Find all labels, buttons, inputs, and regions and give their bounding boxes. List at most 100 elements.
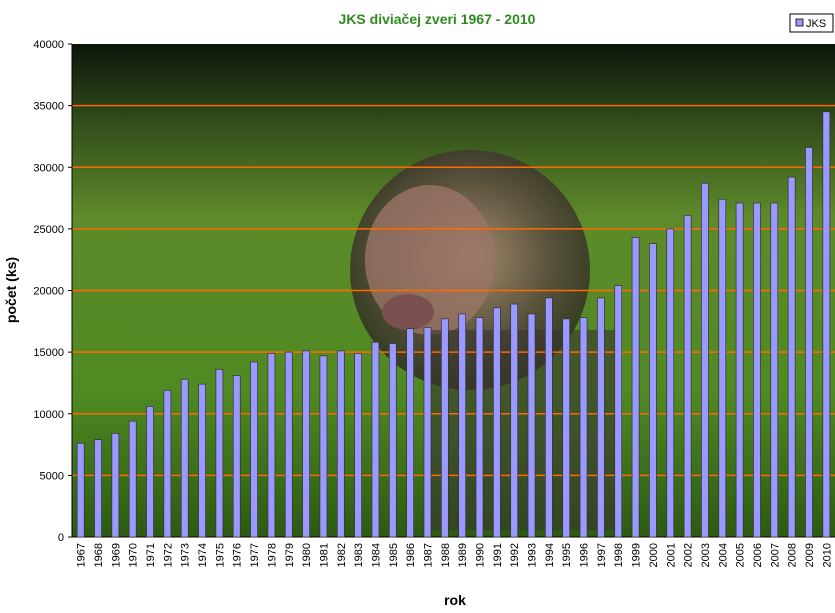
bar	[250, 361, 258, 538]
y-tick-label: 40000	[33, 39, 64, 51]
bar	[475, 317, 484, 538]
bar	[198, 383, 206, 538]
bar	[805, 147, 813, 538]
bar	[354, 353, 362, 538]
x-tick-label: 1976	[232, 543, 244, 567]
bar	[545, 297, 553, 538]
chart-title: JKS diviačej zveri 1967 - 2010	[339, 11, 536, 27]
bar	[180, 378, 189, 538]
x-tick-label: 2001	[665, 543, 677, 567]
bar	[683, 214, 692, 538]
legend-swatch	[795, 18, 804, 27]
x-tick-label: 2003	[700, 543, 712, 567]
bar	[94, 439, 102, 538]
bar	[562, 318, 571, 538]
x-tick-label: 1995	[561, 543, 573, 567]
y-tick-label: 0	[58, 532, 64, 544]
bar	[284, 351, 293, 538]
bar	[493, 307, 501, 538]
y-tick-label: 10000	[33, 409, 64, 421]
x-tick-label: 1986	[405, 543, 417, 567]
x-tick-label: 1999	[631, 543, 643, 567]
legend-label: JKS	[806, 18, 826, 30]
bar	[302, 350, 310, 538]
bar	[319, 355, 328, 538]
y-axis-title: počet (ks)	[3, 257, 19, 323]
x-tick-label: 1981	[318, 543, 330, 567]
bar	[701, 182, 709, 538]
bar	[336, 350, 345, 538]
x-tick-label: 1972	[162, 543, 174, 567]
bar	[76, 442, 85, 538]
x-tick-label: 1993	[527, 543, 539, 567]
bar	[822, 111, 831, 538]
y-tick-label: 35000	[33, 101, 64, 113]
x-tick-label: 1987	[422, 543, 434, 567]
bar	[163, 389, 172, 538]
x-tick-label: 2002	[683, 543, 695, 567]
x-axis-title: rok	[444, 592, 466, 608]
bar	[787, 176, 796, 538]
x-tick-label: 2006	[752, 543, 764, 567]
x-tick-label: 1969	[110, 543, 122, 567]
x-tick-label: 1989	[457, 543, 469, 567]
bar	[371, 341, 380, 538]
x-tick-label: 1979	[284, 543, 296, 567]
x-tick-label: 1984	[370, 543, 382, 567]
bar	[128, 420, 137, 538]
y-tick-label: 25000	[33, 224, 64, 236]
x-tick-label: 1974	[197, 543, 209, 567]
x-tick-label: 1991	[492, 543, 504, 567]
x-tick-label: 1982	[336, 543, 348, 567]
x-tick-label: 1970	[128, 543, 140, 567]
bar	[735, 202, 744, 538]
bar	[753, 202, 761, 538]
bar	[111, 433, 120, 538]
x-tick-label: 1994	[544, 543, 556, 567]
x-tick-label: 2005	[735, 543, 747, 567]
x-tick-label: 1973	[180, 543, 192, 567]
x-tick-label: 2010	[821, 543, 833, 567]
x-tick-label: 1980	[301, 543, 313, 567]
x-tick-label: 1967	[76, 543, 88, 567]
y-tick-label: 5000	[40, 470, 64, 482]
x-tick-label: 1996	[579, 543, 591, 567]
x-tick-label: 1968	[93, 543, 105, 567]
x-tick-label: 1992	[509, 543, 521, 567]
bar	[440, 318, 449, 538]
x-tick-label: 2004	[717, 543, 729, 567]
x-tick-label: 1975	[214, 543, 226, 567]
x-tick-label: 1997	[596, 543, 608, 567]
x-tick-label: 1983	[353, 543, 365, 567]
x-tick-label: 2000	[648, 543, 660, 567]
bar	[215, 369, 224, 538]
y-tick-label: 15000	[33, 347, 64, 359]
bar	[406, 328, 414, 538]
x-tick-label: 1990	[475, 543, 487, 567]
x-tick-label: 1998	[613, 543, 625, 567]
bar	[458, 313, 467, 538]
bar	[649, 243, 657, 538]
bar	[770, 202, 779, 538]
x-tick-label: 2009	[804, 543, 816, 567]
legend: JKS	[789, 13, 834, 33]
y-tick-label: 20000	[33, 286, 64, 298]
x-tick-label: 1977	[249, 543, 261, 567]
bar	[146, 406, 154, 538]
x-tick-label: 1971	[145, 543, 157, 567]
x-tick-label: 1988	[440, 543, 452, 567]
bar	[527, 313, 536, 538]
y-tick-label: 30000	[33, 162, 64, 174]
bar	[267, 353, 276, 538]
bar	[510, 303, 519, 538]
bar	[666, 228, 675, 538]
x-tick-label: 2007	[769, 543, 781, 567]
bar	[718, 198, 727, 538]
bar	[597, 297, 605, 538]
bar	[423, 327, 432, 538]
bar	[232, 375, 241, 538]
bar	[579, 317, 588, 538]
bar	[631, 237, 640, 538]
x-tick-label: 1978	[266, 543, 278, 567]
